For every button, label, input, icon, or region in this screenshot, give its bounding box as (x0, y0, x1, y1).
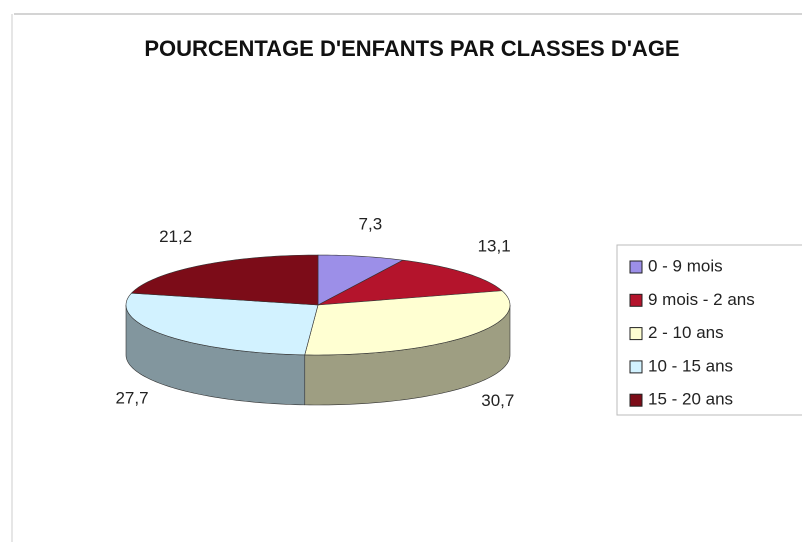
legend-box (616, 244, 802, 416)
legend-label: 15 - 20 ans (648, 390, 733, 409)
slice (125, 292, 319, 356)
slice (130, 254, 319, 306)
data-label: 27,7 (115, 389, 148, 408)
slice (317, 259, 503, 306)
data-label: 13,1 (478, 237, 511, 256)
legend-label: 0 - 9 mois (648, 256, 723, 275)
data-label: 21,2 (159, 227, 192, 246)
legend-swatch (629, 293, 643, 307)
legend-swatch (629, 327, 643, 341)
data-label: 30,7 (481, 391, 514, 410)
chart-title: POURCENTAGE D'ENFANTS PAR CLASSES D'AGE (144, 36, 680, 61)
data-label: 7,3 (359, 214, 383, 233)
slice (304, 290, 511, 356)
legend-swatch (629, 360, 643, 374)
legend-swatch (629, 393, 643, 407)
legend-label: 9 mois - 2 ans (648, 290, 755, 309)
legend-swatch (629, 260, 643, 274)
slice (317, 254, 404, 306)
legend-label: 10 - 15 ans (648, 356, 733, 375)
legend-label: 2 - 10 ans (648, 323, 724, 342)
